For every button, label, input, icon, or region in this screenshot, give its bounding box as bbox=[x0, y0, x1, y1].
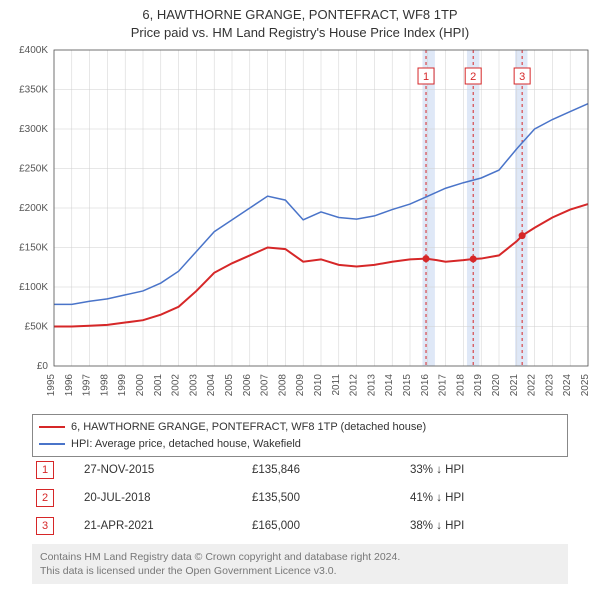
svg-text:3: 3 bbox=[519, 71, 525, 83]
svg-text:2010: 2010 bbox=[313, 374, 324, 397]
svg-text:2: 2 bbox=[470, 71, 476, 83]
svg-text:2005: 2005 bbox=[224, 374, 235, 397]
event-marker: 1 bbox=[36, 461, 54, 479]
event-delta: 38% ↓ HPI bbox=[406, 512, 568, 540]
svg-text:2024: 2024 bbox=[562, 374, 573, 397]
svg-text:2007: 2007 bbox=[260, 374, 271, 397]
attribution-line: This data is licensed under the Open Gov… bbox=[40, 564, 560, 578]
svg-text:2011: 2011 bbox=[331, 374, 342, 396]
svg-text:1997: 1997 bbox=[82, 374, 93, 397]
table-row: 1 27-NOV-2015 £135,846 33% ↓ HPI bbox=[32, 456, 568, 484]
event-date: 27-NOV-2015 bbox=[80, 456, 248, 484]
svg-text:2021: 2021 bbox=[509, 374, 520, 397]
events-table: 1 27-NOV-2015 £135,846 33% ↓ HPI 2 20-JU… bbox=[32, 456, 568, 540]
svg-text:£250K: £250K bbox=[19, 164, 48, 175]
legend-swatch bbox=[39, 443, 65, 445]
svg-text:2000: 2000 bbox=[135, 374, 146, 397]
svg-text:2017: 2017 bbox=[438, 374, 449, 397]
svg-text:2018: 2018 bbox=[455, 374, 466, 397]
chart-title: 6, HAWTHORNE GRANGE, PONTEFRACT, WF8 1TP… bbox=[0, 0, 600, 41]
svg-text:2009: 2009 bbox=[295, 374, 306, 397]
svg-text:2004: 2004 bbox=[206, 374, 217, 397]
svg-text:2022: 2022 bbox=[527, 374, 538, 397]
chart-area: £0 £50K £100K £150K £200K £250K £300K £350K £400… bbox=[0, 44, 600, 408]
svg-text:2003: 2003 bbox=[188, 374, 199, 397]
svg-text:1995: 1995 bbox=[46, 374, 57, 397]
svg-text:£200K: £200K bbox=[19, 203, 48, 214]
svg-text:2008: 2008 bbox=[277, 374, 288, 397]
svg-text:1996: 1996 bbox=[64, 374, 75, 397]
svg-text:£150K: £150K bbox=[19, 243, 48, 254]
title-line1: 6, HAWTHORNE GRANGE, PONTEFRACT, WF8 1TP bbox=[0, 6, 600, 24]
svg-text:1998: 1998 bbox=[99, 374, 110, 397]
svg-text:£400K: £400K bbox=[19, 45, 48, 56]
table-row: 3 21-APR-2021 £165,000 38% ↓ HPI bbox=[32, 512, 568, 540]
event-delta: 33% ↓ HPI bbox=[406, 456, 568, 484]
svg-text:1: 1 bbox=[423, 71, 429, 83]
svg-text:2025: 2025 bbox=[580, 374, 591, 397]
svg-text:2015: 2015 bbox=[402, 374, 413, 397]
svg-text:2016: 2016 bbox=[420, 374, 431, 397]
event-date: 20-JUL-2018 bbox=[80, 484, 248, 512]
event-price: £135,500 bbox=[248, 484, 406, 512]
svg-text:£0: £0 bbox=[37, 361, 49, 372]
chart-svg: £0 £50K £100K £150K £200K £250K £300K £350K £400… bbox=[0, 44, 600, 408]
attribution-line: Contains HM Land Registry data © Crown c… bbox=[40, 550, 560, 564]
legend-label: 6, HAWTHORNE GRANGE, PONTEFRACT, WF8 1TP… bbox=[71, 419, 426, 436]
svg-text:£300K: £300K bbox=[19, 124, 48, 135]
svg-text:2002: 2002 bbox=[171, 374, 182, 397]
svg-text:2023: 2023 bbox=[544, 374, 555, 397]
event-marker: 3 bbox=[36, 517, 54, 535]
legend-item: 6, HAWTHORNE GRANGE, PONTEFRACT, WF8 1TP… bbox=[39, 419, 561, 436]
event-delta: 41% ↓ HPI bbox=[406, 484, 568, 512]
attribution: Contains HM Land Registry data © Crown c… bbox=[32, 544, 568, 584]
svg-text:2014: 2014 bbox=[384, 374, 395, 397]
legend-swatch bbox=[39, 426, 65, 428]
event-price: £165,000 bbox=[248, 512, 406, 540]
svg-text:£100K: £100K bbox=[19, 282, 48, 293]
legend: 6, HAWTHORNE GRANGE, PONTEFRACT, WF8 1TP… bbox=[32, 414, 568, 457]
svg-text:2012: 2012 bbox=[349, 374, 360, 397]
table-row: 2 20-JUL-2018 £135,500 41% ↓ HPI bbox=[32, 484, 568, 512]
event-price: £135,846 bbox=[248, 456, 406, 484]
legend-label: HPI: Average price, detached house, Wake… bbox=[71, 436, 301, 453]
event-date: 21-APR-2021 bbox=[80, 512, 248, 540]
svg-text:2020: 2020 bbox=[491, 374, 502, 397]
svg-text:2013: 2013 bbox=[366, 374, 377, 397]
svg-text:£50K: £50K bbox=[25, 322, 49, 333]
svg-text:£350K: £350K bbox=[19, 85, 48, 96]
svg-text:2019: 2019 bbox=[473, 374, 484, 397]
svg-text:2006: 2006 bbox=[242, 374, 253, 397]
title-line2: Price paid vs. HM Land Registry's House … bbox=[0, 24, 600, 42]
svg-text:2001: 2001 bbox=[153, 374, 164, 397]
legend-item: HPI: Average price, detached house, Wake… bbox=[39, 436, 561, 453]
event-marker: 2 bbox=[36, 489, 54, 507]
svg-text:1999: 1999 bbox=[117, 374, 128, 397]
